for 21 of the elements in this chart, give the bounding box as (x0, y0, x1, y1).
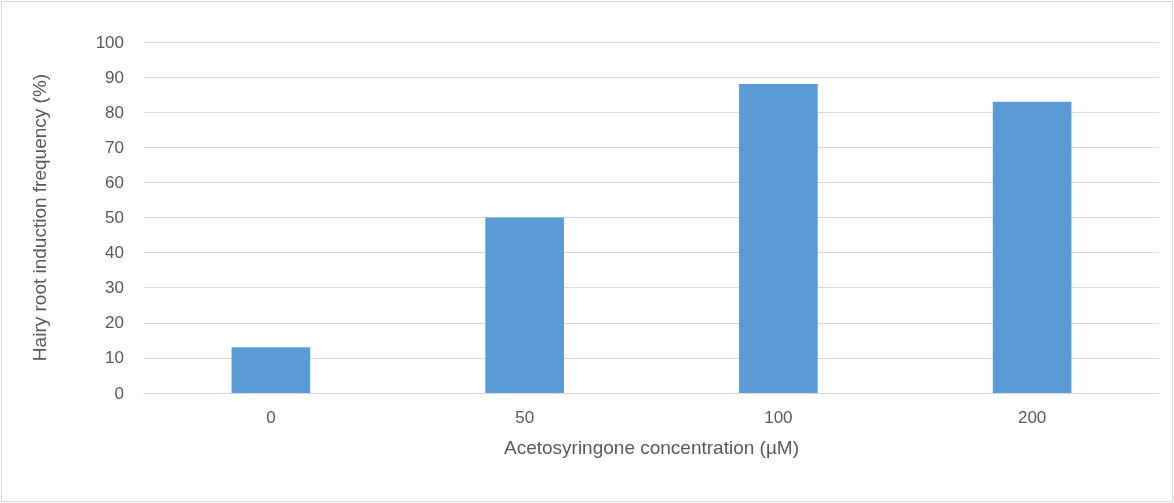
bar (992, 101, 1072, 393)
bar (231, 347, 311, 393)
y-tick-label: 0 (114, 383, 124, 403)
y-tick-label: 60 (105, 172, 124, 192)
bar (485, 217, 564, 393)
y-axis-title: Hairy root induction frequency (%) (29, 73, 50, 362)
y-tick-label: 70 (105, 137, 124, 157)
y-tick-label: 20 (105, 313, 124, 333)
y-tick-label: 50 (105, 208, 124, 227)
bar (739, 84, 818, 393)
x-tick-label: 50 (515, 408, 535, 427)
x-tick-label: 0 (266, 408, 276, 427)
y-tick-label: 90 (105, 67, 124, 87)
y-tick-label: 80 (105, 102, 124, 122)
y-tick-label: 30 (105, 278, 124, 298)
x-tick-label: 200 (1017, 408, 1047, 427)
y-tick-label: 100 (95, 32, 124, 52)
y-tick-label: 40 (105, 243, 124, 263)
y-tick-label: 10 (105, 348, 124, 368)
x-tick-label: 100 (764, 408, 793, 427)
x-axis-title: Acetosyringone concentration (µM) (503, 437, 800, 458)
